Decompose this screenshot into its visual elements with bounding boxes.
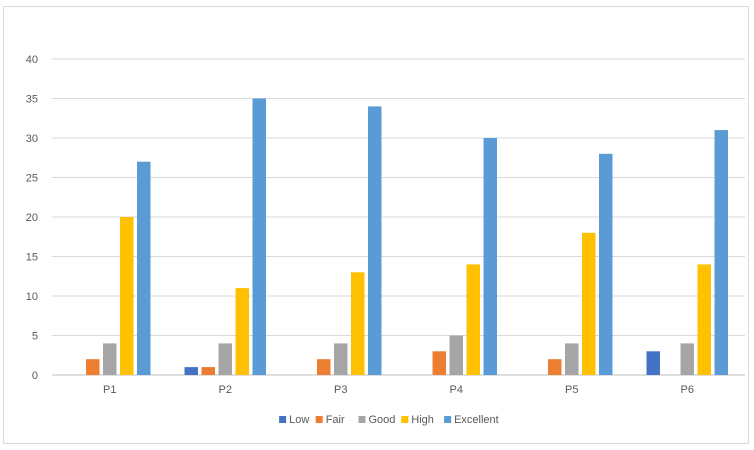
legend-swatch [401,416,409,423]
bar-p2-high [235,288,249,375]
bar-p2-fair [201,367,215,375]
bar-p5-high [582,232,596,375]
legend-label: Fair [326,414,345,426]
bar-p1-good [103,343,117,375]
bar-p2-good [218,343,232,375]
bar-p6-low [646,351,660,375]
x-tick-label: P5 [565,384,578,396]
bar-p4-good [449,335,463,375]
legend-item-low: Low [279,414,309,426]
y-tick-label: 30 [26,133,38,145]
x-tick-label: P2 [219,384,232,396]
x-axis-ticks: P1 P2 P3 P4 P5 P6 [103,384,694,396]
legend-swatch [358,416,366,423]
bar-p2-low [184,367,198,375]
legend-label: Excellent [454,414,499,426]
y-tick-label: 25 [26,173,38,185]
bar-p4-high [466,264,480,375]
x-tick-label: P6 [681,384,694,396]
x-tick-label: P3 [334,384,347,396]
y-tick-label: 5 [32,331,38,343]
y-tick-label: 35 [26,94,38,106]
bar-p6-high [697,264,711,375]
bar-p1-high [120,217,134,375]
legend-label: High [411,414,434,426]
legend: Low Fair Good High Excellent [279,414,499,426]
bars [86,98,728,376]
y-tick-label: 10 [26,291,38,303]
y-tick-label: 15 [26,252,38,264]
legend-swatch [315,416,323,423]
chart-frame [3,6,749,444]
bar-p3-good [334,343,348,375]
bar-p6-excellent [714,130,728,375]
bar-p5-excellent [599,153,613,375]
x-tick-label: P1 [103,384,116,396]
y-tick-label: 40 [26,54,38,66]
gridlines [52,58,745,376]
bar-p4-fair [432,351,446,375]
y-tick-label: 0 [32,370,38,382]
y-axis-ticks: 0 5 10 15 20 25 30 35 40 [26,54,38,382]
bar-p2-excellent [252,98,266,375]
y-tick-label: 20 [26,212,38,224]
bar-p3-high [351,272,365,375]
bar-p6-good [680,343,694,375]
bar-p5-good [565,343,579,375]
legend-item-excellent: Excellent [444,414,499,426]
bar-p3-excellent [368,106,382,376]
bar-p1-fair [86,359,100,375]
bar-p5-fair [548,359,562,375]
legend-swatch [279,416,287,423]
bar-p1-excellent [137,161,151,375]
legend-label: Good [369,414,396,426]
legend-swatch [444,416,452,423]
legend-label: Low [289,414,309,426]
legend-item-fair: Fair [315,414,345,426]
legend-item-high: High [401,414,434,426]
bar-p3-fair [317,359,331,375]
x-tick-label: P4 [450,384,463,396]
legend-item-good: Good [358,414,396,426]
bar-p4-excellent [483,138,497,375]
